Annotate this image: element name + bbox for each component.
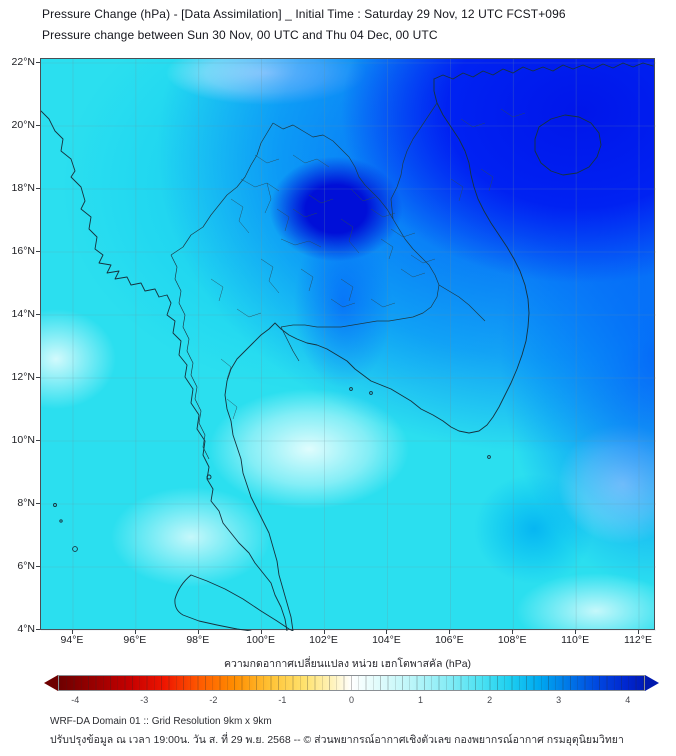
lon-tick	[323, 630, 325, 634]
lon-label: 98°E	[186, 634, 210, 646]
grid-lines	[41, 59, 656, 631]
colorbar-tick-label: -2	[209, 695, 218, 705]
lat-tick	[36, 251, 40, 252]
lon-tick	[449, 630, 451, 634]
lon-tick	[575, 630, 577, 634]
colorbar-tick-label: -3	[140, 695, 149, 705]
lat-label: 20°N	[11, 119, 35, 131]
lat-label: 22°N	[11, 56, 35, 68]
lon-label: 108°E	[497, 634, 527, 646]
lon-tick	[260, 630, 262, 634]
colorbar-cells	[59, 676, 644, 690]
lat-tick	[36, 314, 40, 315]
lat-label: 18°N	[11, 182, 35, 194]
lat-label: 8°N	[17, 497, 35, 509]
lon-label: 102°E	[309, 634, 338, 646]
lon-label: 112°E	[624, 634, 652, 646]
colorbar-tick-label: 1	[418, 695, 424, 705]
country-border-layer	[170, 102, 486, 460]
lat-label: 14°N	[11, 308, 35, 320]
colorbar-left-arrow	[44, 675, 58, 691]
colorbar	[58, 675, 645, 691]
colorbar-tick-label: -1	[278, 695, 287, 705]
colorbar-tick-label: -4	[71, 695, 80, 705]
colorbar-tick-label: 0	[348, 695, 354, 705]
lat-label: 10°N	[11, 434, 35, 446]
lon-label: 104°E	[372, 634, 401, 646]
lat-tick	[36, 125, 40, 126]
lat-tick	[36, 566, 40, 567]
lon-tick	[512, 630, 514, 634]
lat-tick	[36, 503, 40, 504]
page-title: Pressure Change (hPa) - [Data Assimilati…	[42, 7, 566, 21]
lat-tick	[36, 629, 40, 630]
lat-tick	[36, 62, 40, 63]
lon-label: 100°E	[246, 634, 276, 646]
footer-update-credit: ปรับปรุงข้อมูล ณ เวลา 19:00น. วัน ส. ที่…	[50, 734, 624, 746]
lat-label: 6°N	[17, 560, 35, 572]
coastline-layer	[41, 62, 654, 631]
colorbar-title: ความกดอากาศเปลี่ยนแปลง หน่วย เฮกโตพาสคัล…	[223, 658, 472, 670]
lat-label: 16°N	[11, 245, 35, 257]
colorbar-tick-label: 4	[625, 695, 631, 705]
lat-tick	[36, 377, 40, 378]
lat-tick	[36, 188, 40, 189]
lon-label: 96°E	[123, 634, 147, 646]
lat-tick	[36, 440, 40, 441]
footer-domain-info: WRF-DA Domain 01 :: Grid Resolution 9km …	[50, 716, 272, 727]
lon-label: 110°E	[561, 634, 590, 646]
lon-label: 106°E	[434, 634, 464, 646]
colorbar-tick-label: 2	[487, 695, 493, 705]
lat-label: 4°N	[17, 623, 35, 635]
colorbar-right-arrow	[645, 675, 659, 691]
page-subtitle: Pressure change between Sun 30 Nov, 00 U…	[42, 28, 438, 42]
lon-tick	[72, 630, 73, 634]
lon-tick	[386, 630, 388, 634]
lon-tick	[197, 630, 199, 634]
province-border-layer	[210, 108, 526, 420]
lon-tick	[134, 630, 136, 634]
pressure-change-map	[40, 58, 656, 631]
colorbar-tick-label: 3	[556, 695, 562, 705]
lat-label: 12°N	[11, 371, 35, 383]
map-linework-layer	[41, 59, 656, 631]
lon-label: 94°E	[60, 634, 84, 646]
lon-tick	[638, 630, 639, 634]
